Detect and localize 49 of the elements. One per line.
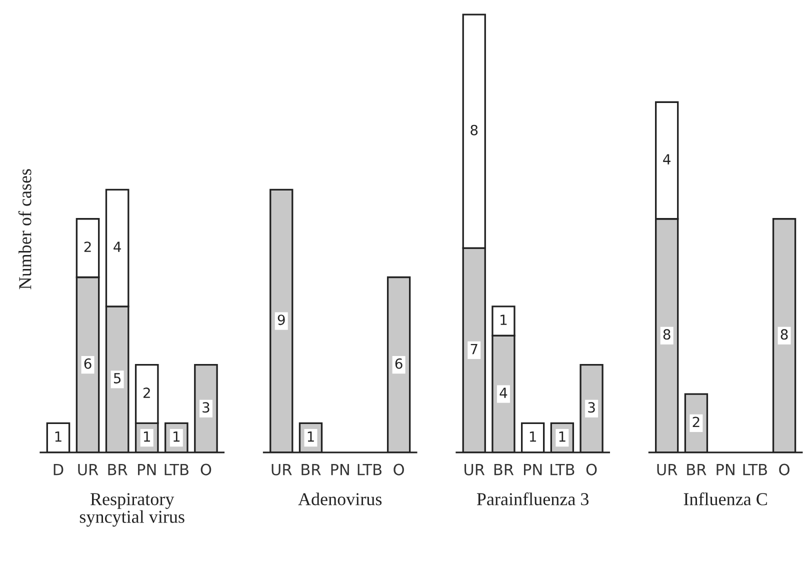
x-tick-label: O	[394, 464, 404, 476]
x-tick-label: BR	[108, 464, 128, 476]
x-tick-label: PN	[524, 464, 542, 476]
data-label: 8	[470, 124, 478, 136]
x-tick-label: O	[586, 464, 597, 476]
y-axis-title: Number of cases	[18, 169, 32, 290]
x-tick-label: PN	[138, 464, 156, 476]
x-tick-label: BR	[494, 464, 514, 476]
text: Respiratory syncytial virus	[80, 493, 184, 527]
data-label: 1	[500, 314, 507, 325]
data-label: 2	[143, 388, 150, 398]
data-label: 1	[308, 432, 314, 442]
data-label: 2	[692, 416, 700, 428]
data-label: 4	[114, 242, 121, 252]
data-label: 1	[144, 432, 150, 442]
x-tick-label: D	[54, 464, 64, 476]
data-label: 1	[559, 432, 566, 442]
x-tick-label: UR	[78, 464, 98, 476]
data-label: 3	[588, 402, 595, 413]
data-label: 7	[470, 344, 478, 354]
data-label: 8	[780, 329, 788, 340]
x-tick-label: UR	[657, 464, 678, 476]
x-tick-label: UR	[464, 464, 485, 476]
x-tick-label: BR	[302, 464, 321, 476]
x-tick-label: O	[200, 464, 212, 476]
x-tick-label: O	[779, 464, 790, 476]
data-label: 1	[174, 432, 180, 442]
x-tick-label: LTB	[164, 464, 188, 476]
data-label: 6	[84, 358, 92, 369]
data-label: 4	[500, 388, 508, 398]
x-tick-label: UR	[272, 464, 292, 476]
text: Adenovirus	[298, 492, 382, 506]
text: Influenza C	[684, 492, 767, 506]
x-tick-label: LTB	[743, 464, 767, 476]
data-label: 4	[663, 154, 670, 164]
data-label: 1	[55, 432, 62, 442]
x-tick-label: LTB	[358, 464, 382, 476]
x-tick-label: PN	[716, 464, 734, 476]
data-label: 1	[530, 432, 536, 442]
data-label: 5	[114, 373, 121, 384]
x-tick-label: LTB	[550, 464, 574, 476]
data-label: 2	[84, 242, 91, 252]
text: Parainfluenza 3	[476, 492, 589, 506]
x-tick-label: BR	[687, 464, 706, 476]
data-label: 8	[663, 329, 670, 340]
data-label: 6	[395, 358, 402, 369]
data-label: 3	[202, 402, 210, 413]
x-tick-label: PN	[331, 464, 349, 476]
data-label: 9	[278, 314, 285, 326]
